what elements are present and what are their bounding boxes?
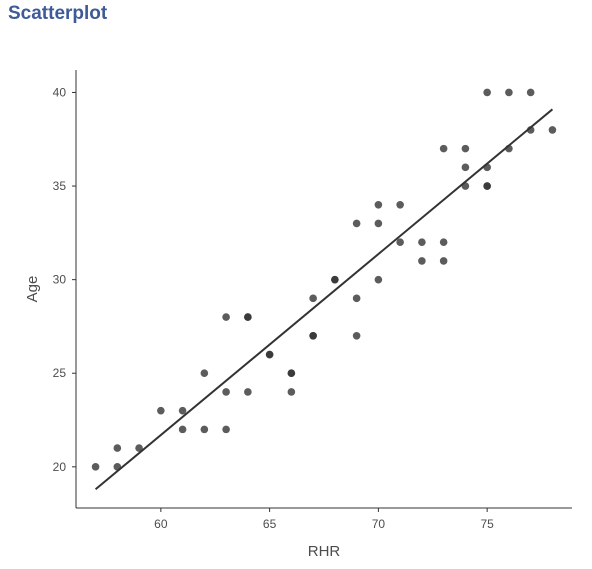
y-axis-ticks: 20 25 30 35 40 xyxy=(53,85,76,474)
y-tick-label: 35 xyxy=(53,179,67,193)
data-point xyxy=(526,88,535,97)
y-tick-label: 40 xyxy=(53,85,67,99)
x-axis-title: RHR xyxy=(308,543,341,560)
data-point xyxy=(352,331,361,340)
data-point xyxy=(178,406,187,415)
data-point xyxy=(287,369,296,378)
data-point xyxy=(483,182,491,190)
data-point xyxy=(200,369,209,378)
data-point xyxy=(265,350,274,359)
data-point xyxy=(135,444,143,452)
data-point xyxy=(157,406,165,415)
data-point xyxy=(113,444,122,452)
data-point xyxy=(439,257,448,265)
data-point xyxy=(309,294,317,303)
x-tick-label: 75 xyxy=(480,517,494,531)
data-point xyxy=(396,238,404,247)
data-point xyxy=(396,200,404,209)
x-tick-label: 70 xyxy=(372,517,386,531)
data-point xyxy=(439,144,448,153)
y-tick-label: 20 xyxy=(53,460,67,474)
data-point xyxy=(244,388,252,396)
data-point xyxy=(352,294,361,303)
data-point xyxy=(222,313,230,321)
data-point xyxy=(374,275,383,284)
x-axis-ticks: 60 65 70 75 xyxy=(154,508,494,531)
data-point xyxy=(331,275,339,284)
x-tick-label: 60 xyxy=(154,517,168,531)
data-point xyxy=(461,163,470,172)
y-tick-label: 25 xyxy=(53,366,67,380)
data-point xyxy=(200,425,209,434)
y-axis-title: Age xyxy=(24,276,41,303)
data-point xyxy=(222,388,230,396)
data-point xyxy=(483,88,491,97)
data-point xyxy=(439,238,448,247)
data-point xyxy=(374,219,383,228)
plot-area xyxy=(91,88,557,491)
data-point xyxy=(309,331,317,340)
trend-line xyxy=(94,108,554,491)
data-point xyxy=(244,313,252,321)
page-title: Scatterplot xyxy=(8,3,108,24)
data-point xyxy=(505,88,513,97)
data-point xyxy=(222,425,230,434)
data-point xyxy=(418,238,426,247)
y-tick-label: 30 xyxy=(53,273,67,287)
data-point xyxy=(352,219,361,228)
data-point xyxy=(461,144,470,153)
axes: 60 65 70 75 20 25 30 35 40 RHR Age xyxy=(24,70,572,560)
data-point xyxy=(178,425,187,434)
data-point xyxy=(287,388,296,396)
data-point xyxy=(548,126,557,134)
x-tick-label: 65 xyxy=(263,517,277,531)
data-point xyxy=(374,200,383,209)
data-point xyxy=(91,463,100,471)
data-point xyxy=(418,257,426,265)
